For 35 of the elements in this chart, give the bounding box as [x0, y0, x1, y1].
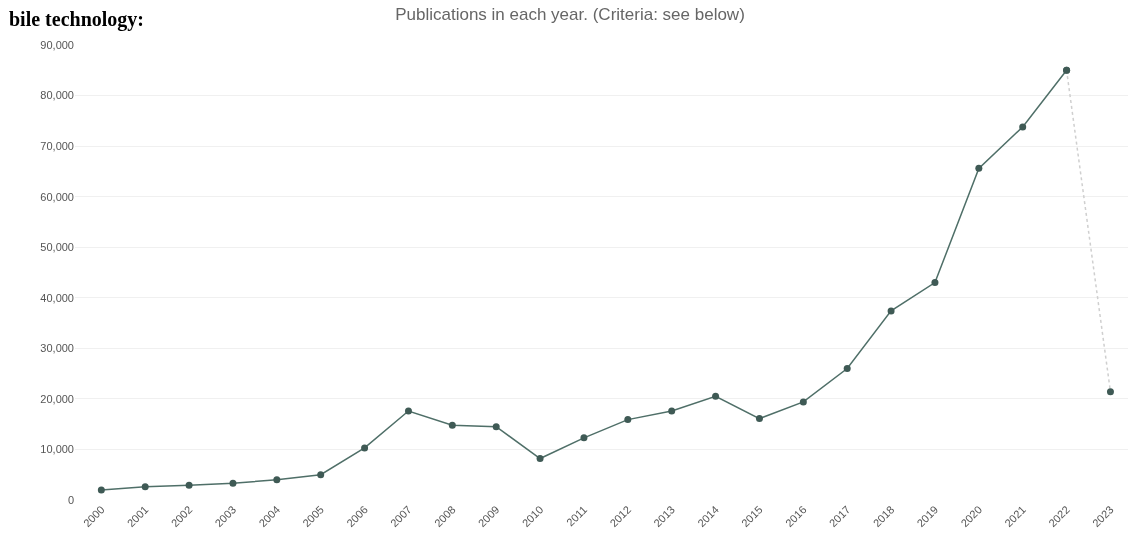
y-tick-label: 0 [67, 493, 74, 506]
point [229, 479, 237, 487]
y-tick-label: 50,000 [40, 241, 74, 254]
y-tick-label: 40,000 [40, 291, 74, 304]
point [492, 423, 500, 431]
point [141, 483, 149, 491]
point [580, 434, 588, 442]
point [273, 476, 281, 484]
point [404, 407, 412, 415]
point [668, 407, 676, 415]
point [624, 416, 632, 424]
point [361, 444, 369, 452]
point [448, 421, 456, 429]
point [975, 164, 983, 172]
point [317, 471, 325, 479]
y-tick-label: 90,000 [40, 38, 74, 51]
point [887, 307, 895, 315]
y-tick-label: 20,000 [40, 392, 74, 405]
y-tick-label: 60,000 [40, 190, 74, 203]
y-tick-label: 30,000 [40, 342, 74, 355]
point [185, 481, 193, 489]
y-tick-label: 10,000 [40, 443, 74, 456]
point [97, 486, 105, 494]
point [712, 392, 720, 400]
y-tick-label: 70,000 [40, 139, 74, 152]
point [1019, 123, 1027, 131]
point [1063, 66, 1071, 74]
point [536, 455, 544, 463]
point [755, 415, 763, 423]
point [931, 279, 939, 287]
chart-title: Publications in each year. (Criteria: see below) [395, 5, 745, 25]
y-tick-label: 80,000 [40, 89, 74, 102]
point [799, 398, 807, 406]
point [843, 365, 851, 373]
text: bile technology: [9, 8, 144, 31]
